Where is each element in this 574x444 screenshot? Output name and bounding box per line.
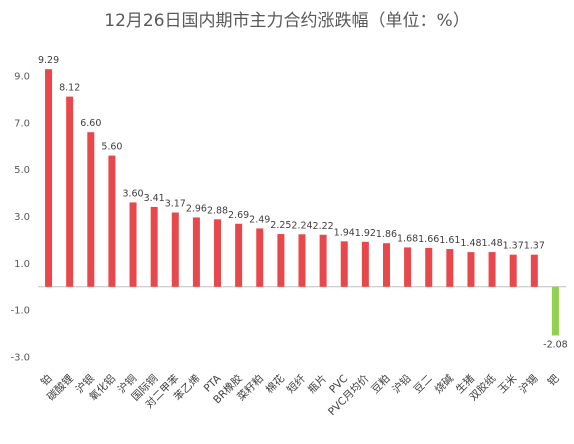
data-label: 1.61 bbox=[439, 235, 460, 246]
bar bbox=[446, 249, 454, 287]
data-label: 2.96 bbox=[186, 203, 207, 214]
data-label: 1.48 bbox=[460, 238, 481, 249]
x-tick-label: 烧碱 bbox=[432, 372, 456, 396]
x-tick-label: 铂 bbox=[38, 372, 55, 389]
data-label: 1.66 bbox=[418, 234, 439, 245]
bar bbox=[66, 96, 74, 287]
data-label: 8.12 bbox=[59, 83, 80, 94]
data-label: 1.48 bbox=[482, 238, 503, 249]
data-label: 2.69 bbox=[228, 210, 249, 221]
bar bbox=[488, 252, 496, 287]
y-tick-label: 9.0 bbox=[14, 72, 30, 83]
bar bbox=[467, 252, 475, 287]
bar bbox=[129, 202, 137, 287]
data-label: 1.37 bbox=[524, 241, 545, 252]
data-label: 1.92 bbox=[355, 228, 376, 239]
data-label: 9.29 bbox=[38, 55, 59, 66]
data-label: 1.68 bbox=[397, 233, 418, 244]
data-label: -2.08 bbox=[543, 339, 568, 350]
x-tick-label: 短纤 bbox=[284, 372, 308, 396]
bar bbox=[530, 254, 538, 287]
bar bbox=[361, 241, 369, 287]
data-label: 2.49 bbox=[249, 214, 270, 225]
bar bbox=[235, 223, 243, 287]
y-tick-label: -3.0 bbox=[10, 353, 30, 364]
x-tick-label: 豆粕 bbox=[369, 372, 393, 396]
x-tick-label: 豆二 bbox=[412, 373, 435, 396]
bar bbox=[192, 217, 200, 287]
data-label: 3.41 bbox=[144, 193, 165, 204]
y-tick-label: 1.0 bbox=[14, 259, 30, 270]
bar bbox=[404, 247, 412, 287]
bar bbox=[45, 69, 53, 287]
data-label: 2.88 bbox=[207, 205, 228, 216]
data-label: 2.22 bbox=[313, 221, 334, 232]
y-tick-label: -1.0 bbox=[10, 306, 30, 317]
bar bbox=[319, 234, 327, 287]
data-label: 3.17 bbox=[165, 199, 186, 210]
bar bbox=[298, 234, 306, 287]
data-label: 1.94 bbox=[334, 227, 355, 238]
bar bbox=[214, 219, 222, 287]
x-tick-label: 玉米 bbox=[495, 372, 519, 396]
chart-title: 12月26日国内期市主力合约涨跌幅（单位：%） bbox=[104, 11, 470, 31]
bar bbox=[87, 132, 95, 287]
y-tick-label: 3.0 bbox=[14, 212, 30, 223]
bar bbox=[108, 155, 116, 287]
data-label: 2.25 bbox=[270, 220, 291, 231]
y-tick-label: 7.0 bbox=[14, 118, 30, 129]
x-tick-label: 钯 bbox=[546, 372, 562, 388]
x-tick-label: 沪锡 bbox=[516, 372, 540, 396]
bar bbox=[277, 234, 285, 287]
data-label: 6.60 bbox=[80, 118, 101, 129]
y-tick-label: 5.0 bbox=[14, 165, 30, 176]
data-label: 2.24 bbox=[291, 220, 312, 231]
bar bbox=[425, 247, 433, 287]
data-label: 3.60 bbox=[122, 188, 143, 199]
x-tick-label: PVC月均价 bbox=[326, 372, 372, 418]
data-label: 1.86 bbox=[376, 229, 397, 240]
bar bbox=[340, 241, 348, 287]
data-label: 5.60 bbox=[101, 142, 122, 153]
bar bbox=[509, 254, 517, 287]
bar bbox=[256, 228, 264, 287]
bar bbox=[171, 212, 179, 287]
x-tick-label: 棉花 bbox=[263, 372, 287, 396]
bar bbox=[150, 206, 158, 287]
x-tick-label: 沪铅 bbox=[390, 372, 414, 396]
bar bbox=[382, 243, 390, 287]
x-tick-label: 瓶片 bbox=[305, 372, 329, 396]
bar bbox=[551, 286, 559, 336]
data-label: 1.37 bbox=[503, 241, 524, 252]
